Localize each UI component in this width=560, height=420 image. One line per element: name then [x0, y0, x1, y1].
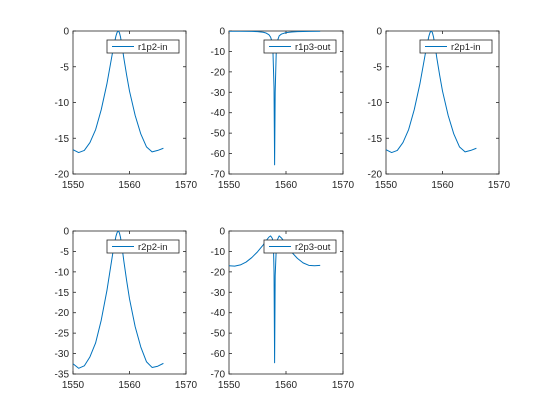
- subplot-5: 1550 1560 1570 0 -10 -20 -30 -40 -50 -60 -70 r2p3-o…: [211, 227, 355, 392]
- y-tick-label: 0: [63, 27, 69, 38]
- y-tick-label: 0: [63, 227, 69, 238]
- y-tick-label: -20: [368, 170, 383, 181]
- y-tick-label: -25: [55, 329, 70, 340]
- legend-label: r2p2-in: [138, 242, 168, 253]
- y-tick-label: -20: [55, 308, 70, 319]
- x-tick-label: 1550: [218, 180, 241, 191]
- y-tick-label: 0: [219, 27, 225, 38]
- y-tick-label: -5: [60, 62, 69, 73]
- legend-label: r1p3-out: [295, 42, 331, 53]
- legend-box: [419, 39, 493, 54]
- y-tick-label: -60: [211, 349, 226, 360]
- x-tick-label: 1570: [332, 380, 355, 391]
- y-tick-label: -5: [373, 62, 382, 73]
- subplot-1: 1550 1560 1570 0 -5 -10 -15 -20 r1p2-in: [55, 27, 198, 192]
- y-tick-label: -10: [55, 98, 70, 109]
- y-tick-label: -10: [55, 267, 70, 278]
- series-line-r1p3-out: [229, 31, 321, 166]
- y-tick-label: -15: [55, 134, 70, 145]
- y-tick-label: -5: [60, 247, 69, 258]
- y-tick-label: -50: [211, 329, 226, 340]
- legend-box: [106, 239, 180, 254]
- y-tick-label: -30: [55, 349, 70, 360]
- y-tick-label: -40: [211, 108, 226, 119]
- y-tick-label: -20: [55, 170, 70, 181]
- y-tick-label: -20: [211, 267, 226, 278]
- y-tick-label: -40: [211, 308, 226, 319]
- series-line-r1p2-in: [73, 31, 164, 154]
- x-tick-label: 1570: [175, 180, 198, 191]
- subplot-4: 1550 1560 1570 0 -5 -10 -15 -20 -25 -30 -35 r2p2-in: [55, 227, 198, 392]
- y-tick-label: -35: [55, 370, 70, 381]
- y-tick-label: -70: [211, 370, 226, 381]
- legend-label: r2p1-in: [451, 42, 481, 53]
- x-tick-label: 1560: [431, 180, 454, 191]
- y-tick-label: -10: [368, 98, 383, 109]
- y-tick-label: 0: [219, 227, 225, 238]
- x-tick-label: 1560: [275, 380, 298, 391]
- legend-label: r1p2-in: [138, 42, 168, 53]
- x-tick-label: 1550: [62, 180, 85, 191]
- x-tick-label: 1570: [488, 180, 511, 191]
- y-tick-label: -30: [211, 88, 226, 99]
- y-tick-label: -20: [211, 67, 226, 78]
- subplot-3: 1550 1560 1570 0 -5 -10 -15 -20 r2p1-in: [368, 27, 511, 192]
- y-tick-label: -50: [211, 129, 226, 140]
- series-line-r2p3-out: [229, 235, 321, 364]
- series-line-r2p2-in: [73, 231, 164, 369]
- y-tick-label: -60: [211, 149, 226, 160]
- x-tick-label: 1560: [118, 180, 141, 191]
- x-tick-label: 1560: [118, 380, 141, 391]
- x-tick-label: 1550: [218, 380, 241, 391]
- x-tick-label: 1550: [62, 380, 85, 391]
- legend-box: [263, 239, 337, 254]
- y-tick-label: -10: [211, 47, 226, 58]
- subplot-2: 1550 1560 1570 0 -10 -20 -30 -40 -50 -60 -70 r1p3-o…: [211, 27, 355, 192]
- y-tick-label: -30: [211, 288, 226, 299]
- series-line-r2p1-in: [386, 31, 477, 154]
- x-tick-label: 1560: [275, 180, 298, 191]
- y-tick-label: -15: [368, 134, 383, 145]
- y-tick-label: -10: [211, 247, 226, 258]
- x-tick-label: 1570: [332, 180, 355, 191]
- legend-label: r2p3-out: [295, 242, 331, 253]
- legend-box: [106, 39, 180, 54]
- y-tick-label: -70: [211, 170, 226, 181]
- legend-box: [263, 39, 337, 54]
- x-tick-label: 1570: [175, 380, 198, 391]
- y-tick-label: -15: [55, 288, 70, 299]
- x-tick-label: 1550: [375, 180, 398, 191]
- y-tick-label: 0: [376, 27, 382, 38]
